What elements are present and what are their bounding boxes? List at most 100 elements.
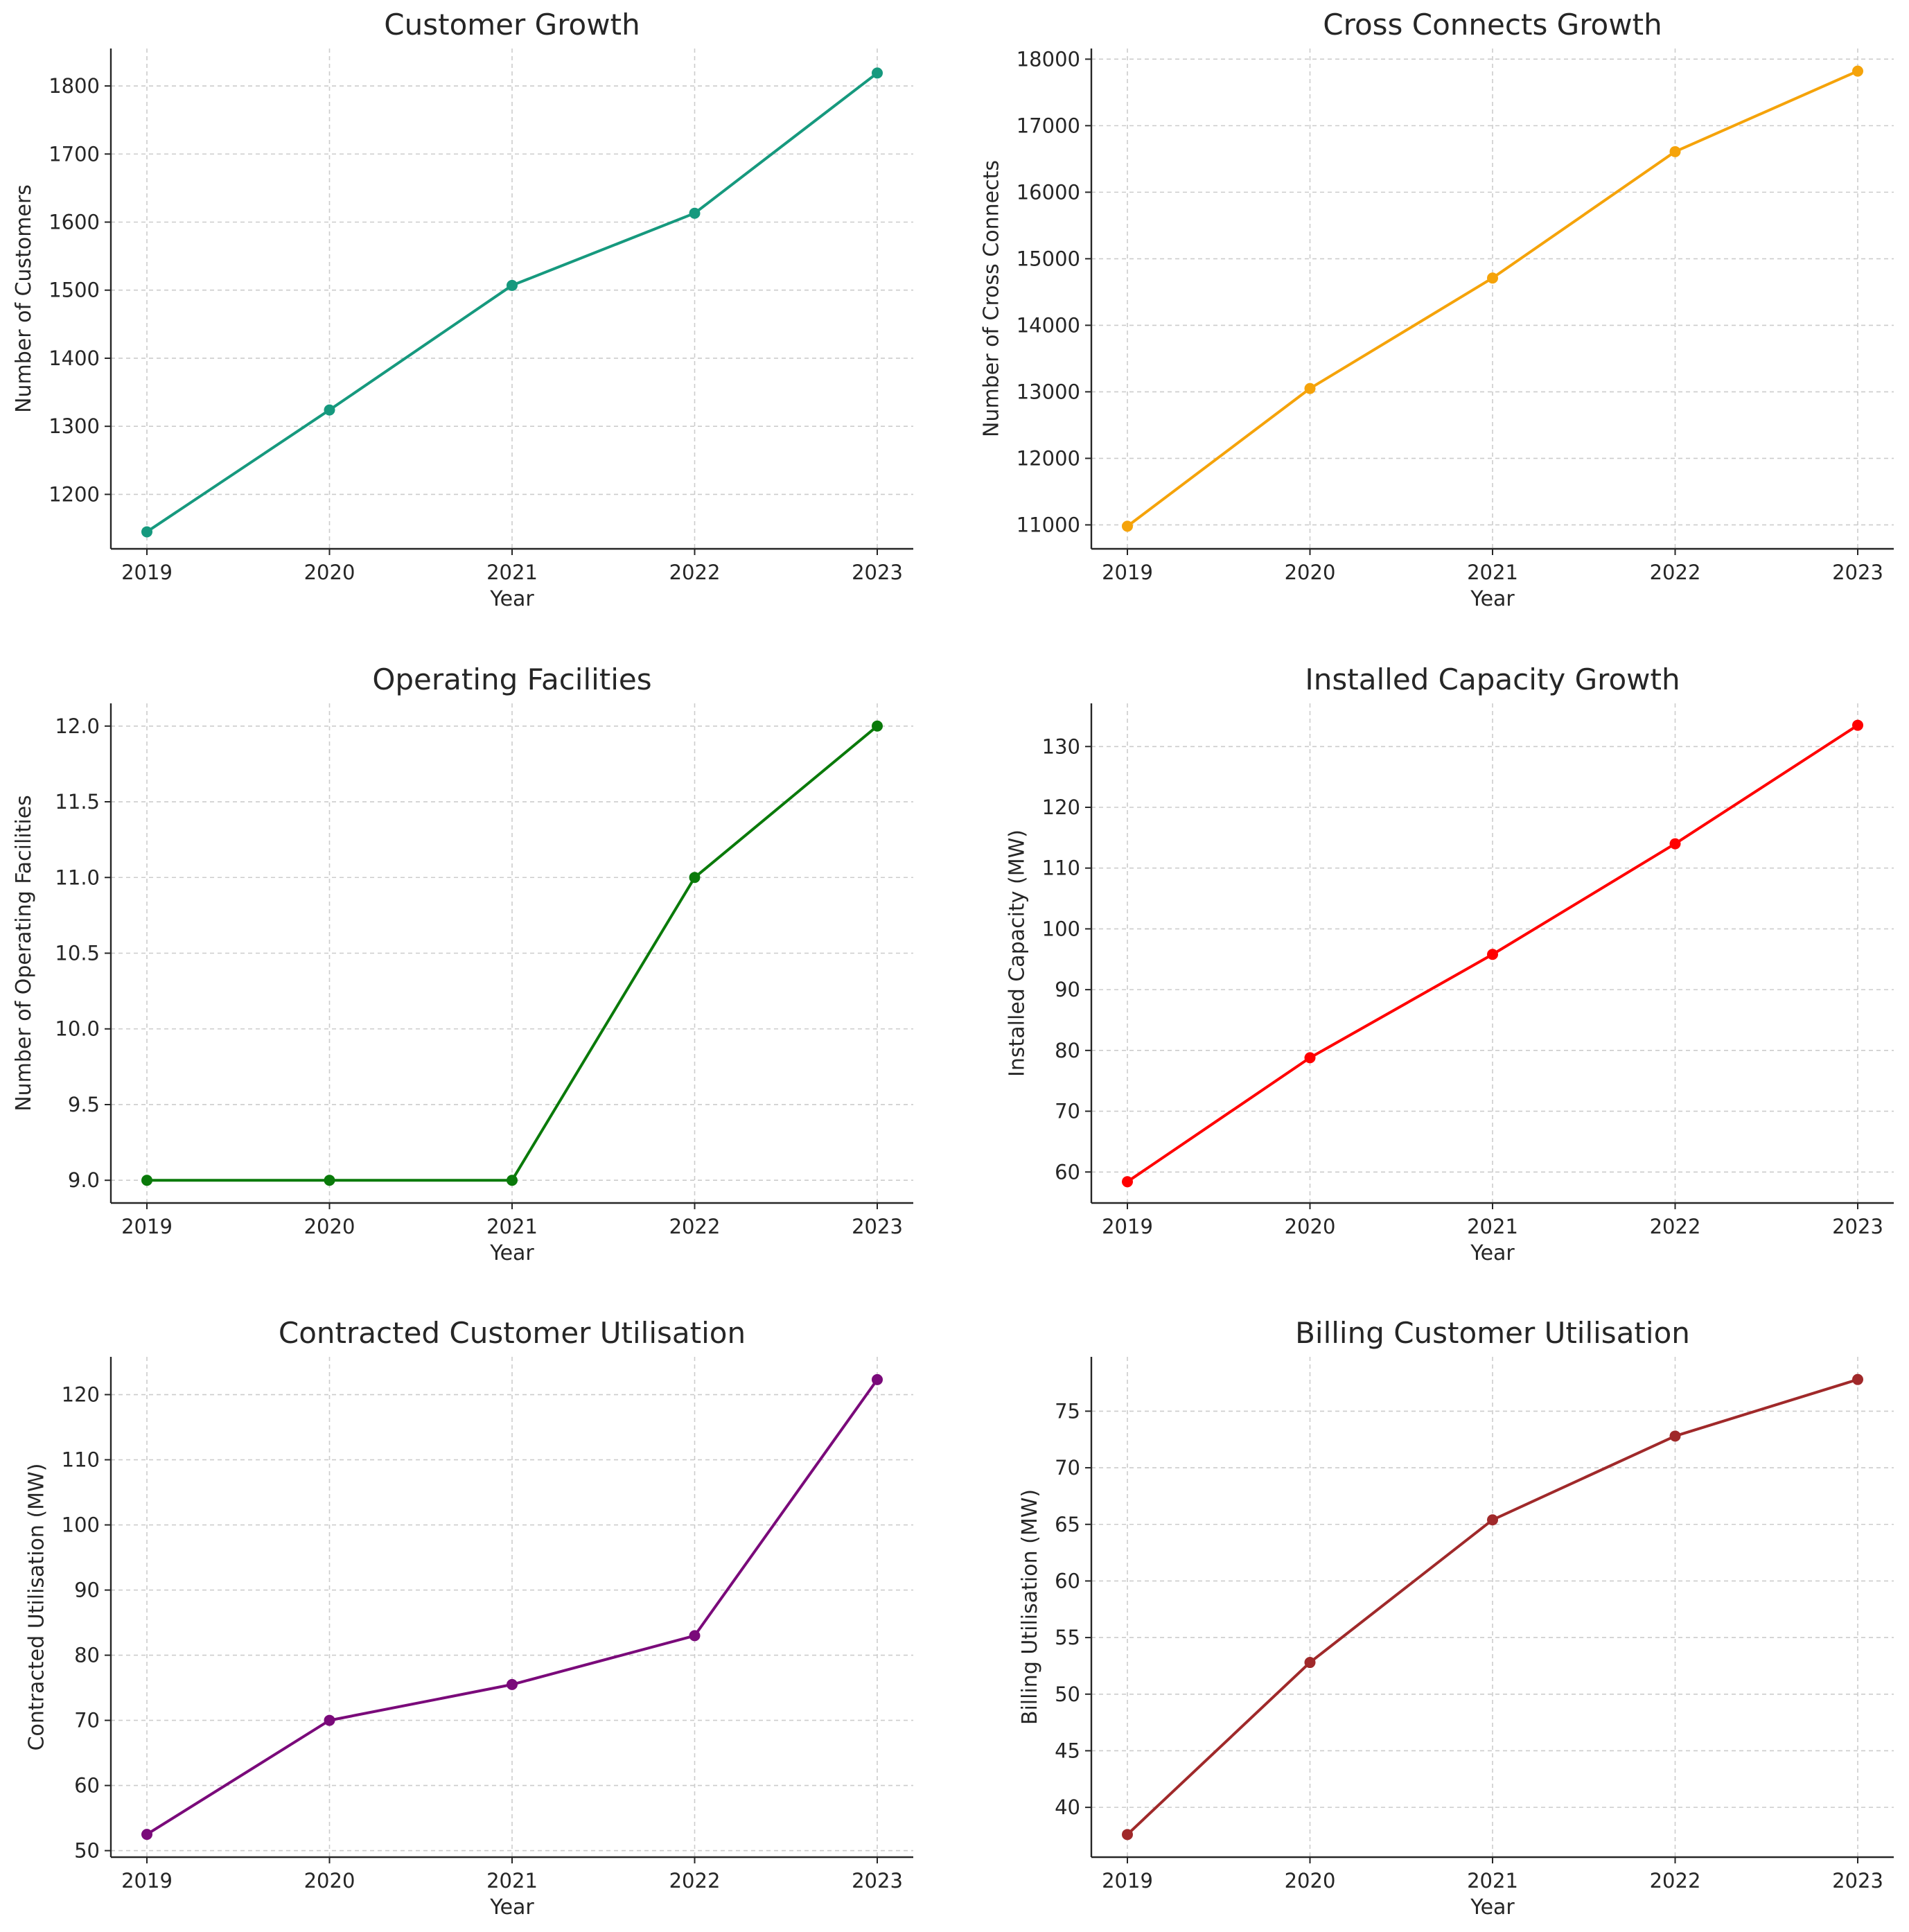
x-tick-label: 2021 bbox=[1467, 1215, 1518, 1238]
y-tick-label: 70 bbox=[1055, 1100, 1080, 1123]
data-point bbox=[1122, 520, 1133, 532]
y-tick-label: 55 bbox=[1055, 1626, 1080, 1649]
x-axis-label: Year bbox=[489, 1241, 534, 1265]
y-tick-label: 9.5 bbox=[68, 1093, 100, 1116]
chart-panel-0: 2019 2020 2021 2022 2023 1200 1300 1400 1500 1600… bbox=[12, 8, 913, 611]
data-point bbox=[324, 404, 335, 416]
x-axis-label: Year bbox=[1470, 1895, 1515, 1920]
y-tick-label: 14000 bbox=[1017, 313, 1080, 337]
y-tick-label: 70 bbox=[74, 1709, 100, 1732]
x-tick-label: 2020 bbox=[304, 1215, 355, 1238]
y-tick-label: 100 bbox=[1042, 917, 1080, 940]
data-point bbox=[872, 67, 883, 79]
y-tick-label: 130 bbox=[1042, 735, 1080, 758]
data-point bbox=[1487, 272, 1498, 284]
data-point bbox=[141, 1175, 152, 1186]
y-axis-label: Number of Operating Facilities bbox=[12, 795, 36, 1112]
chart-title: Operating Facilities bbox=[372, 662, 651, 696]
y-tick-label: 110 bbox=[62, 1448, 100, 1472]
data-point bbox=[1852, 1373, 1863, 1385]
y-tick-label: 15000 bbox=[1017, 247, 1080, 270]
data-point bbox=[1122, 1176, 1133, 1188]
x-tick-label: 2023 bbox=[852, 561, 903, 584]
y-tick-label: 1200 bbox=[49, 482, 100, 506]
chart-title: Contracted Customer Utilisation bbox=[279, 1316, 746, 1350]
x-tick-label: 2022 bbox=[669, 1215, 721, 1238]
chart-title: Installed Capacity Growth bbox=[1305, 662, 1680, 696]
data-point bbox=[1669, 1430, 1681, 1442]
x-tick-label: 2022 bbox=[1650, 1869, 1701, 1893]
y-tick-label: 40 bbox=[1055, 1795, 1080, 1819]
y-tick-label: 65 bbox=[1055, 1513, 1080, 1536]
y-tick-label: 110 bbox=[1042, 857, 1080, 880]
y-tick-label: 60 bbox=[1055, 1569, 1080, 1592]
x-tick-label: 2021 bbox=[486, 561, 538, 584]
x-tick-label: 2019 bbox=[1102, 561, 1153, 584]
y-tick-label: 80 bbox=[1055, 1039, 1080, 1062]
chart-panel-1: 2019 2020 2021 2022 2023 11000 12000 13000 14000… bbox=[980, 8, 1894, 611]
x-tick-label: 2021 bbox=[486, 1869, 538, 1893]
y-axis-label: Billing Utilisation (MW) bbox=[1018, 1489, 1042, 1725]
data-point bbox=[507, 1175, 518, 1186]
y-axis-label: Contracted Utilisation (MW) bbox=[25, 1464, 49, 1751]
x-tick-label: 2020 bbox=[304, 1869, 355, 1893]
y-tick-label: 1500 bbox=[49, 279, 100, 302]
y-tick-label: 1600 bbox=[49, 210, 100, 234]
data-point bbox=[689, 1630, 701, 1642]
chart-title: Billing Customer Utilisation bbox=[1295, 1316, 1690, 1350]
y-tick-label: 50 bbox=[1055, 1683, 1080, 1706]
x-tick-label: 2019 bbox=[121, 1869, 173, 1893]
data-point bbox=[1304, 1052, 1316, 1064]
y-tick-label: 60 bbox=[74, 1774, 100, 1798]
data-point bbox=[1669, 146, 1681, 157]
data-point bbox=[141, 526, 152, 538]
y-tick-label: 90 bbox=[1055, 978, 1080, 1001]
data-point bbox=[1487, 949, 1498, 960]
chart-panel-4: 2019 2020 2021 2022 2023 50 60 70 80 90 100 110 120 C… bbox=[25, 1316, 913, 1920]
y-tick-label: 45 bbox=[1055, 1739, 1080, 1762]
chart-panel-2: 2019 2020 2021 2022 2023 9.0 9.5 10.0 10.5 11.0 11… bbox=[12, 662, 913, 1265]
x-tick-label: 2020 bbox=[304, 561, 355, 584]
series-line bbox=[1126, 1378, 1858, 1836]
data-point bbox=[872, 1373, 883, 1385]
x-tick-label: 2021 bbox=[1467, 1869, 1518, 1893]
y-tick-label: 11.0 bbox=[55, 866, 100, 889]
data-point bbox=[1304, 1657, 1316, 1669]
y-tick-label: 1300 bbox=[49, 414, 100, 438]
y-tick-label: 11.5 bbox=[55, 790, 100, 814]
x-axis-label: Year bbox=[489, 1895, 534, 1920]
y-tick-label: 120 bbox=[1042, 796, 1080, 819]
chart-panel-5: 2019 2020 2021 2022 2023 40 45 50 55 60 65 70 75 Bill… bbox=[1018, 1316, 1894, 1920]
x-tick-label: 2021 bbox=[1467, 561, 1518, 584]
data-point bbox=[507, 279, 518, 291]
x-tick-label: 2019 bbox=[1102, 1215, 1153, 1238]
y-tick-label: 12.0 bbox=[55, 714, 100, 738]
chart-title: Cross Connects Growth bbox=[1323, 8, 1662, 42]
x-axis-label: Year bbox=[1470, 1241, 1515, 1265]
data-point bbox=[324, 1175, 335, 1186]
x-tick-label: 2019 bbox=[1102, 1869, 1153, 1893]
data-point bbox=[1304, 383, 1316, 394]
y-tick-label: 12000 bbox=[1017, 446, 1080, 470]
x-tick-label: 2020 bbox=[1285, 1215, 1336, 1238]
y-tick-label: 9.0 bbox=[68, 1168, 100, 1192]
x-tick-label: 2020 bbox=[1285, 561, 1336, 584]
x-tick-label: 2021 bbox=[486, 1215, 538, 1238]
chart-panel-3: 2019 2020 2021 2022 2023 60 70 80 90 100 110 120 130… bbox=[1005, 662, 1894, 1265]
y-tick-label: 1700 bbox=[49, 142, 100, 166]
x-tick-label: 2022 bbox=[1650, 561, 1701, 584]
data-point bbox=[141, 1829, 152, 1841]
y-tick-label: 75 bbox=[1055, 1399, 1080, 1423]
y-tick-label: 60 bbox=[1055, 1160, 1080, 1184]
data-point bbox=[1852, 719, 1863, 731]
x-tick-label: 2023 bbox=[1832, 561, 1883, 584]
series-line bbox=[146, 1378, 879, 1836]
y-tick-label: 90 bbox=[74, 1579, 100, 1602]
x-tick-label: 2019 bbox=[121, 1215, 173, 1238]
data-point bbox=[872, 720, 883, 732]
y-tick-label: 10.0 bbox=[55, 1017, 100, 1041]
y-tick-label: 1400 bbox=[49, 346, 100, 370]
x-tick-label: 2022 bbox=[1650, 1215, 1701, 1238]
y-axis-label: Installed Capacity (MW) bbox=[1005, 829, 1030, 1077]
